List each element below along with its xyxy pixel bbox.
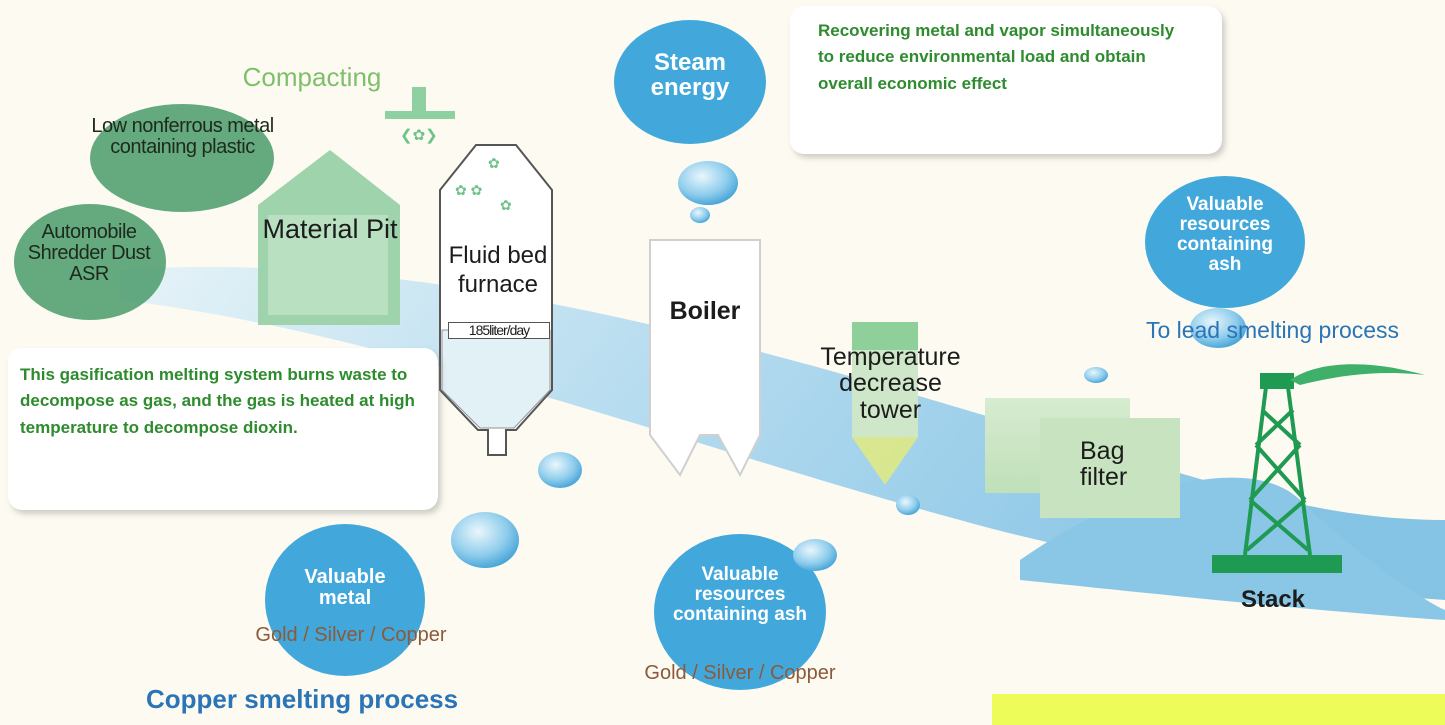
svg-text:✿ ✿: ✿ ✿ xyxy=(455,182,482,198)
small-bubble xyxy=(690,207,710,223)
gold-silver-copper-left: Gold / Silver / Copper xyxy=(196,625,506,646)
copper-smelting-label: Copper smelting process xyxy=(146,686,586,713)
gold-silver-copper-center: Gold / Silver / Copper xyxy=(590,663,890,684)
small-bubble xyxy=(678,161,738,205)
highlight-box xyxy=(992,694,1445,725)
furnace-capacity-label: 185liter/day xyxy=(448,322,550,339)
bag-filter-label: Bag filter xyxy=(1080,438,1150,491)
compactor-plate xyxy=(385,111,455,119)
ash-center-label: Valuable resources containing ash xyxy=(670,565,810,625)
boiler-label: Boiler xyxy=(650,298,760,324)
stack-base xyxy=(1212,555,1342,573)
compactor-bar xyxy=(412,87,426,111)
asr-label: Automobile Shredder Dust ASR xyxy=(22,222,156,285)
stack-plume xyxy=(1290,364,1425,385)
temperature-tower-label: Temperature decrease tower xyxy=(808,344,973,423)
recovering-note-box: Recovering metal and vapor simultaneousl… xyxy=(790,6,1222,154)
furnace-hatching xyxy=(442,330,550,428)
gasification-note-box: This gasification melting system burns w… xyxy=(8,348,438,510)
fluid-bed-furnace-label: Fluid bed furnace xyxy=(436,242,560,300)
small-bubble xyxy=(451,512,519,568)
small-bubble xyxy=(1084,367,1108,383)
compacting-label: Compacting xyxy=(222,64,402,91)
steam-energy-label: Steam energy xyxy=(630,50,750,100)
gasification-note: This gasification melting system burns w… xyxy=(20,365,415,437)
to-lead-smelting-label: To lead smelting process xyxy=(1100,318,1445,342)
svg-text:✿: ✿ xyxy=(500,197,512,213)
low-nonferrous-label: Low nonferrous metal containing plastic xyxy=(90,116,275,158)
small-bubble xyxy=(896,495,920,515)
stack-label: Stack xyxy=(1218,587,1328,612)
small-bubble xyxy=(538,452,582,488)
compactor-glyph: ❮✿❯ xyxy=(400,127,438,144)
recovering-note: Recovering metal and vapor simultaneousl… xyxy=(818,21,1174,93)
material-pit-label: Material Pit xyxy=(260,215,400,243)
ash-right-label: Valuable resources containing ash xyxy=(1160,195,1290,275)
svg-text:✿: ✿ xyxy=(488,155,500,171)
valuable-metal-label: Valuable metal xyxy=(285,567,405,609)
